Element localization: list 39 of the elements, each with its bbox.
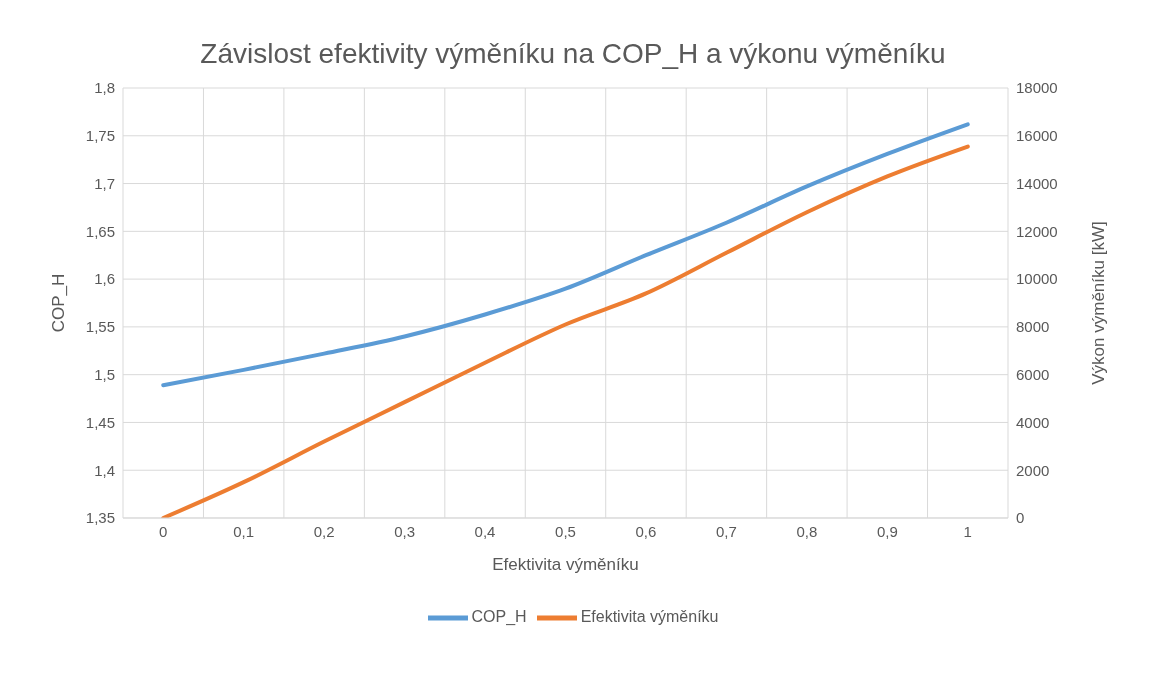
y-tick-label: 1,35 xyxy=(85,509,115,527)
y-tick-label: 1,5 xyxy=(94,365,115,383)
y-tick-label: 1,65 xyxy=(85,222,115,240)
x-tick-label: 0,2 xyxy=(313,522,335,540)
x-tick-label: 0,6 xyxy=(635,522,657,540)
y2-tick-label: 0 xyxy=(1016,509,1025,527)
y-tick-label: 1,4 xyxy=(94,461,115,479)
y2-tick-label: 14000 xyxy=(1016,174,1058,192)
y-axis-title: COP_H xyxy=(49,273,69,333)
chart-title: Závislost efektivity výměníku na COP_H a výkonu výměníku xyxy=(199,38,947,70)
x-tick-label: 0,8 xyxy=(796,522,818,540)
y-tick-label: 1,7 xyxy=(94,174,115,192)
y2-tick-label: 4000 xyxy=(1016,413,1050,431)
y-tick-label: 1,75 xyxy=(85,127,115,145)
y2-tick-label: 6000 xyxy=(1016,365,1050,383)
x-tick-label: 0,4 xyxy=(474,522,496,540)
x-tick-label: 0,5 xyxy=(555,522,576,540)
x-axis-title: Efektivita výměníku xyxy=(492,555,639,574)
x-tick-label: 1 xyxy=(963,522,972,540)
x-tick-label: 0 xyxy=(159,522,168,540)
y-tick-label: 1,8 xyxy=(94,79,115,97)
line-series xyxy=(161,144,970,518)
x-tick-label: 0,9 xyxy=(876,522,898,540)
x-tick-label: 0,7 xyxy=(715,522,737,540)
y2-tick-label: 18000 xyxy=(1016,79,1058,97)
legend-label: Efektivita výměníku xyxy=(580,608,719,626)
y-tick-label: 1,6 xyxy=(94,270,115,288)
y-tick-label: 1,55 xyxy=(85,318,115,336)
y2-axis-title: Výkon výměníku [kW] xyxy=(1089,221,1109,385)
y2-tick-label: 12000 xyxy=(1016,222,1058,240)
x-tick-label: 0,3 xyxy=(394,522,416,540)
y2-tick-label: 10000 xyxy=(1016,270,1058,288)
y2-tick-label: 2000 xyxy=(1016,461,1050,479)
legend-label: COP_H xyxy=(471,608,527,626)
y2-tick-label: 8000 xyxy=(1016,318,1050,336)
x-tick-label: 0,1 xyxy=(233,522,255,540)
line-series xyxy=(161,122,970,388)
y2-tick-label: 16000 xyxy=(1016,127,1058,145)
y-tick-label: 1,45 xyxy=(85,413,115,431)
